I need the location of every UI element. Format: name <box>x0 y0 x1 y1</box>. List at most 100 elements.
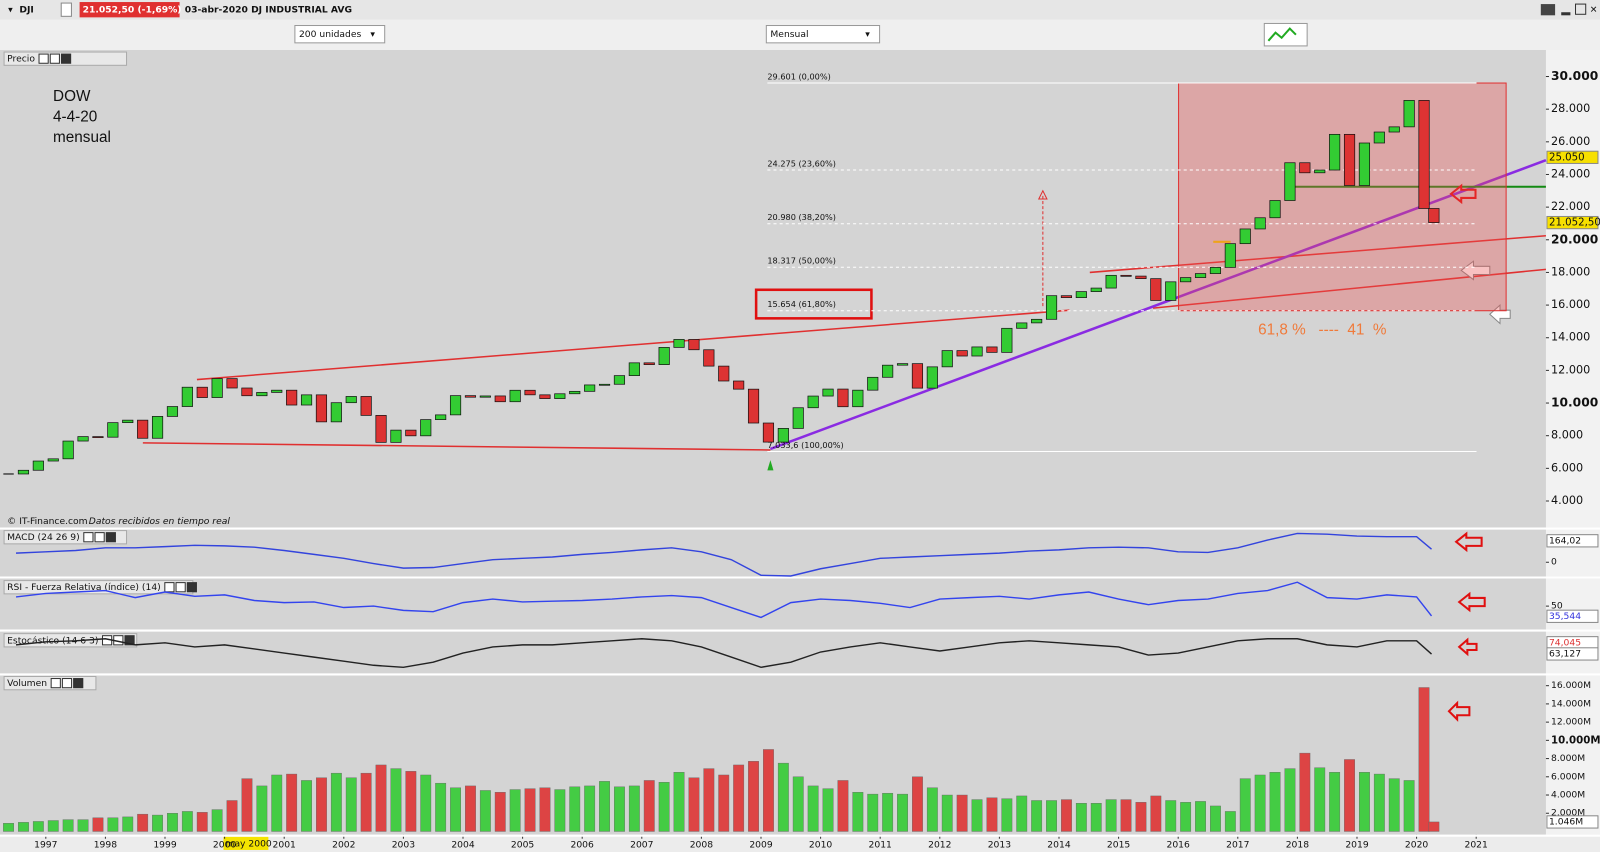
volume-bar <box>375 764 387 832</box>
volume-bar <box>62 819 74 832</box>
fib-label: 7.033,6 (100,00%) <box>767 440 843 450</box>
volume-bar <box>390 768 402 832</box>
candle <box>241 387 253 397</box>
y-tick-label: 16.000 <box>1551 298 1590 311</box>
candle <box>762 422 775 443</box>
volume-bar <box>107 817 119 832</box>
x-tick-label: 2019 <box>1345 839 1369 850</box>
close-button[interactable] <box>186 582 197 593</box>
x-tick-label: 1997 <box>34 839 58 850</box>
trend-line <box>769 159 1547 451</box>
maximize-button[interactable] <box>1575 3 1587 15</box>
candle <box>196 386 208 398</box>
candle <box>360 396 372 416</box>
fib-label: 29.601 (0,00%) <box>767 71 830 81</box>
close-button[interactable] <box>60 53 72 64</box>
candle <box>777 428 789 443</box>
window-button[interactable] <box>94 532 105 543</box>
candle <box>479 395 491 398</box>
cursor-box <box>223 836 269 850</box>
y-tick-label: 2.000M <box>1551 808 1585 819</box>
panel-title: MACD (24 26 9) <box>7 532 80 543</box>
select-arrow[interactable]: ▾ <box>865 29 870 40</box>
period-value[interactable]: Mensual <box>770 29 808 40</box>
value-tag <box>1546 215 1599 230</box>
y-tick-label: 8.000M <box>1551 753 1585 764</box>
candle <box>688 339 700 351</box>
candle <box>911 363 924 389</box>
volume-bar <box>1165 800 1177 832</box>
fib-label: 24.275 (23,60%) <box>767 158 836 168</box>
volume-bar <box>1299 752 1311 832</box>
left-arrow <box>1457 637 1478 657</box>
candle <box>32 460 44 471</box>
close-button[interactable] <box>105 532 116 543</box>
keyboard-icon[interactable] <box>1540 4 1556 16</box>
y-tick-label: 24.000 <box>1551 167 1590 180</box>
candle <box>1209 267 1222 274</box>
close-button[interactable] <box>73 678 84 689</box>
volume-bar <box>941 794 953 832</box>
window-button[interactable] <box>61 678 73 689</box>
window-button[interactable] <box>175 582 186 593</box>
candle <box>211 378 223 398</box>
candle <box>166 406 179 417</box>
candle <box>345 396 357 404</box>
left-arrow <box>1489 303 1511 325</box>
dropdown-arrow[interactable]: ▾ <box>8 5 13 16</box>
volume-bar <box>1046 800 1057 832</box>
value-tag-label: 35,544 <box>1549 611 1581 622</box>
candle <box>1254 217 1266 230</box>
settings-button[interactable] <box>164 582 175 593</box>
select-arrow[interactable]: ▾ <box>370 29 375 40</box>
volume-bar <box>435 782 447 832</box>
units-select[interactable] <box>294 24 386 44</box>
candle <box>1403 100 1415 128</box>
close-button[interactable] <box>124 635 135 646</box>
y-tick-label: 10.000 <box>1551 396 1598 410</box>
candle <box>1075 291 1087 298</box>
x-tick-label: 2001 <box>273 839 296 850</box>
volume-bar <box>479 790 491 832</box>
volume-bar <box>599 781 610 832</box>
units-value[interactable]: 200 unidades <box>299 29 362 40</box>
y-tick-label: 12.000M <box>1551 717 1591 728</box>
symbol[interactable]: DJI <box>19 5 33 16</box>
candle <box>867 376 879 391</box>
candle <box>807 395 819 409</box>
settings-button[interactable] <box>83 532 94 543</box>
volume-bar <box>658 782 670 832</box>
candle <box>852 389 864 408</box>
volume-bar <box>122 816 134 832</box>
volume-bar <box>554 789 566 832</box>
volume-bar <box>1090 803 1102 832</box>
candle <box>628 362 640 376</box>
candle <box>882 364 894 378</box>
settings-button[interactable] <box>50 678 61 689</box>
y-tick-label: 30.000 <box>1551 69 1598 83</box>
period-select[interactable] <box>765 24 881 44</box>
candle <box>1016 322 1028 329</box>
value-tag-label: 164,02 <box>1549 535 1581 546</box>
annotation: 61,8 % ---- 41 % <box>1258 322 1387 339</box>
close-button[interactable]: ✕ <box>1590 5 1598 16</box>
volume-bar <box>748 761 759 832</box>
value-tag <box>1546 815 1599 829</box>
candle <box>703 349 715 367</box>
volume-bar <box>1284 768 1296 832</box>
chart-type-icon <box>1267 27 1297 42</box>
candle <box>837 388 849 408</box>
info-button[interactable] <box>60 2 72 17</box>
panel-title: Precio <box>7 54 35 65</box>
panel-title: Estocástico (14 6 3) <box>7 635 98 646</box>
volume-bar <box>837 780 849 832</box>
window-button[interactable] <box>49 53 60 64</box>
x-axis-area <box>0 834 1600 852</box>
settings-button[interactable] <box>38 53 49 64</box>
panel-header <box>3 675 97 691</box>
fib-label: 20.980 (38,20%) <box>767 212 836 222</box>
volume-bar <box>1195 801 1206 832</box>
candle <box>1269 200 1281 219</box>
minimize-button[interactable] <box>1561 12 1571 16</box>
